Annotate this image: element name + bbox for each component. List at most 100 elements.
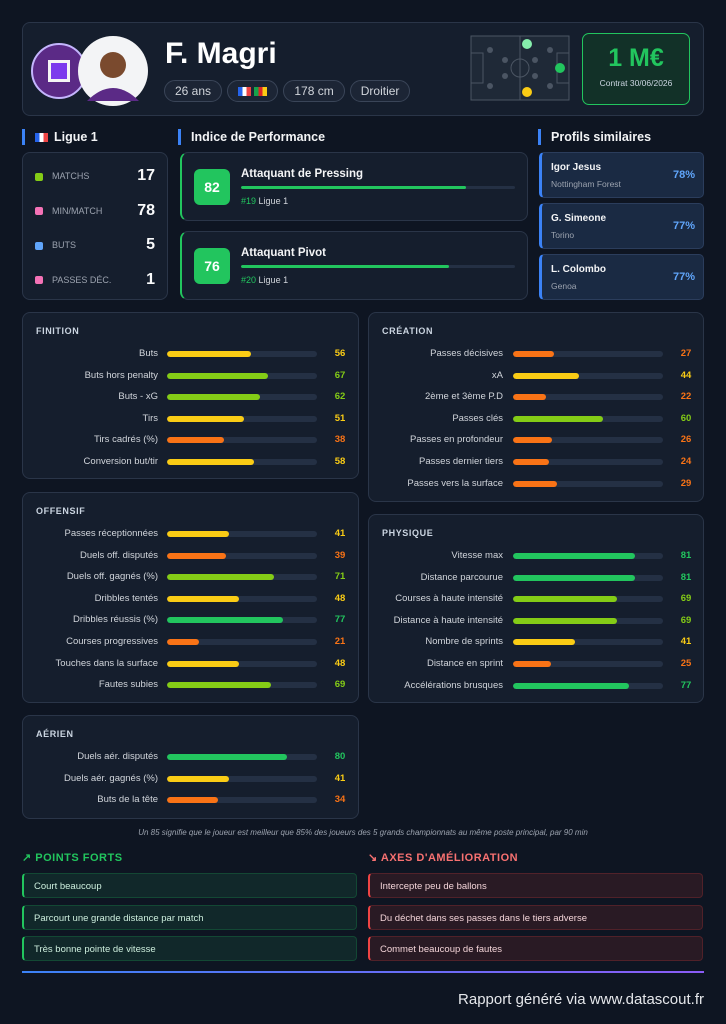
metric-row: Fautes subies 69 [23, 678, 358, 692]
footer: Rapport généré via www.datascout.fr [458, 991, 704, 1008]
stat-value: 1 [146, 270, 155, 288]
metric-row: Buts - xG 62 [23, 390, 358, 404]
tags: 26 ans 178 cm Droitier [164, 80, 415, 102]
stat-label: BUTS [52, 240, 77, 250]
metric-label: Vitesse max [451, 550, 503, 561]
section-title: CRÉATION [382, 326, 434, 336]
metric-row: Passes décisives 27 [369, 347, 703, 361]
metric-bar [167, 775, 229, 782]
improvement-item: Du déchet dans ses passes dans le tiers … [368, 904, 703, 930]
metric-track [513, 639, 663, 646]
metric-value: 81 [680, 571, 692, 583]
metric-value: 51 [334, 412, 346, 424]
metric-track [167, 372, 317, 379]
metric-card: AÉRIEN Duels aér. disputés 80 Duels aér. ga… [22, 715, 359, 819]
improvements-heading: ↘ AXES D'AMÉLIORATION [368, 852, 519, 864]
metric-row: Nombre de sprints 41 [369, 635, 703, 649]
stat-row: BUTS 5 [35, 235, 155, 255]
metric-value: 27 [680, 348, 692, 359]
metric-row: xA 44 [369, 369, 703, 383]
section-title: FINITION [36, 326, 80, 336]
perf-role: Attaquant Pivot [241, 247, 326, 259]
metric-track [513, 415, 663, 422]
player-name: F. Magri [165, 37, 277, 70]
stat-label: MATCHS [52, 171, 90, 181]
metric-value: 69 [680, 593, 692, 605]
metric-label: Duels off. disputés [80, 549, 158, 561]
metric-bar [513, 415, 603, 422]
metric-value: 29 [680, 477, 692, 489]
metric-label: Passes vers la surface [407, 477, 503, 489]
metric-bar [167, 415, 244, 422]
metric-value: 21 [334, 636, 346, 647]
metric-value: 48 [334, 657, 346, 669]
strength-item: Court beaucoup [22, 873, 357, 898]
tag: 178 cm [283, 80, 345, 102]
metric-bar [167, 797, 218, 804]
stat-icon [35, 276, 43, 285]
metric-row: Courses progressives 21 [23, 635, 358, 649]
metric-track [513, 574, 663, 581]
league-heading: Ligue 1 [22, 129, 98, 145]
metric-track [513, 437, 663, 444]
league-title: Ligue 1 [54, 130, 98, 144]
section-title: AÉRIEN [36, 729, 74, 739]
metric-label: Passes clés [452, 412, 503, 424]
nationality [227, 80, 279, 102]
metric-label: Distance en sprint [426, 658, 503, 669]
metric-track [167, 351, 317, 357]
metric-value: 77 [680, 679, 692, 691]
metric-row: Dribbles tentés 48 [23, 592, 358, 606]
metric-label: Buts - xG [118, 391, 158, 403]
metric-label: Nombre de sprints [425, 636, 503, 648]
metric-value: 39 [334, 549, 346, 561]
metric-bar [513, 372, 579, 379]
metric-track [167, 415, 317, 422]
metric-track [167, 775, 317, 782]
metric-track [167, 754, 317, 760]
metric-track [167, 639, 317, 645]
metric-row: Conversion but/tir 58 [23, 455, 358, 469]
divider [22, 971, 704, 973]
metric-track [513, 617, 663, 624]
metric-row: Passes vers la surface 29 [369, 477, 703, 491]
metric-label: Tirs cadrés (%) [93, 434, 158, 446]
header-card: F. Magri 26 ans 178 cm Droitier 1 M€ Cont… [22, 22, 704, 116]
perf-score: 82 [194, 169, 230, 205]
similar-score: 78% [672, 169, 695, 181]
metric-bar [513, 437, 552, 444]
metric-track [513, 682, 663, 689]
metric-bar [513, 351, 554, 357]
metric-label: Conversion but/tir [83, 456, 158, 467]
similar-club: Nottingham Forest [551, 179, 621, 189]
metric-bar [513, 617, 617, 624]
metric-label: Duels aér. gagnés (%) [64, 772, 158, 784]
metric-track [513, 372, 663, 379]
metric-card: CRÉATION Passes décisives 27 xA 44 2ème et 3è… [368, 312, 704, 502]
metric-value: 38 [334, 434, 346, 446]
stat-label: PASSES DÉC. [52, 274, 112, 285]
stat-icon [35, 207, 43, 216]
stat-icon [35, 241, 43, 250]
perf-role: Attaquant de Pressing [241, 168, 364, 180]
perf-score: 76 [194, 248, 230, 284]
metric-row: Buts de la tête 34 [23, 793, 358, 807]
metric-row: Dribbles réussis (%) 77 [23, 613, 358, 627]
stat-value: 17 [137, 167, 155, 184]
improvement-item: Commet beaucoup de fautes [368, 936, 703, 961]
market-value: 1 M€ [608, 44, 664, 72]
metric-label: Accélérations brusques [404, 679, 503, 691]
metric-label: xA [491, 369, 503, 381]
perf-bar [241, 186, 466, 189]
metric-track [513, 661, 663, 667]
metric-label: Fautes subies [98, 679, 158, 691]
metric-track [167, 660, 317, 667]
metric-value: 60 [680, 412, 692, 424]
metric-value: 48 [334, 592, 346, 604]
similar-card: G. Simeone Torino 77% [539, 203, 704, 249]
metric-bar [167, 660, 239, 667]
metric-row: Buts hors penalty 67 [23, 369, 358, 383]
tag: 26 ans [164, 80, 223, 102]
metric-bar [167, 437, 224, 444]
